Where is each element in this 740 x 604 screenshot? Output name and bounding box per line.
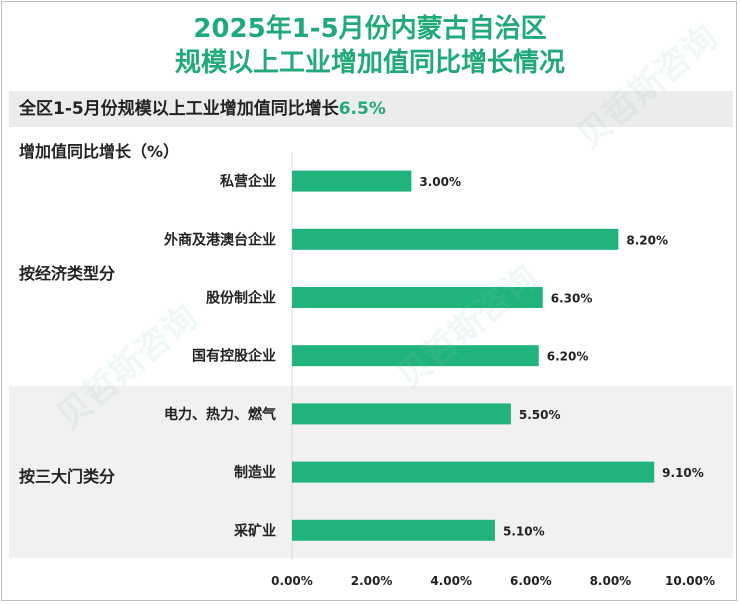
data-label: 3.00% bbox=[419, 175, 461, 189]
data-label: 6.20% bbox=[547, 350, 589, 364]
data-label: 5.50% bbox=[519, 408, 561, 422]
category-label: 股份制企业 bbox=[206, 290, 276, 307]
bar bbox=[292, 170, 412, 192]
data-label: 6.30% bbox=[551, 292, 593, 306]
summary-value: 6.5% bbox=[338, 99, 386, 119]
x-tick-label: 8.00% bbox=[590, 574, 632, 588]
x-tick-label: 10.00% bbox=[665, 574, 715, 588]
data-label: 9.10% bbox=[662, 466, 704, 480]
x-tick-label: 0.00% bbox=[271, 574, 313, 588]
data-label: 5.10% bbox=[503, 524, 545, 538]
bar bbox=[292, 519, 495, 541]
x-tick-label: 6.00% bbox=[510, 574, 552, 588]
bar bbox=[292, 345, 539, 367]
bar bbox=[292, 461, 655, 483]
category-label: 采矿业 bbox=[233, 522, 276, 539]
category-label: 私营企业 bbox=[220, 173, 276, 190]
group-label-sector: 按三大门类分 bbox=[19, 467, 116, 486]
data-label: 8.20% bbox=[626, 233, 668, 247]
category-label: 制造业 bbox=[234, 464, 276, 481]
chart-title-line-1: 2025年1-5月份内蒙古自治区 bbox=[193, 14, 547, 44]
summary-banner bbox=[9, 91, 733, 127]
bar bbox=[292, 228, 619, 250]
summary-prefix: 全区1-5月份规模以上工业增加值同比增长 bbox=[19, 99, 339, 119]
category-label: 外商及港澳台企业 bbox=[164, 231, 276, 248]
x-tick-label: 4.00% bbox=[430, 574, 472, 588]
x-tick-label: 2.00% bbox=[351, 574, 393, 588]
category-label: 电力、热力、燃气 bbox=[164, 406, 276, 423]
bar bbox=[292, 403, 511, 425]
y-axis-label: 增加值同比增长（%） bbox=[19, 142, 180, 161]
chart-title-line-2: 规模以上工业增加值同比增长情况 bbox=[174, 48, 565, 78]
group-label-economic-type: 按经济类型分 bbox=[19, 264, 116, 283]
summary-text: 全区1-5月份规模以上工业增加值同比增长6.5% bbox=[19, 98, 386, 120]
bar bbox=[292, 287, 543, 308]
category-label: 国有控股企业 bbox=[192, 348, 276, 365]
